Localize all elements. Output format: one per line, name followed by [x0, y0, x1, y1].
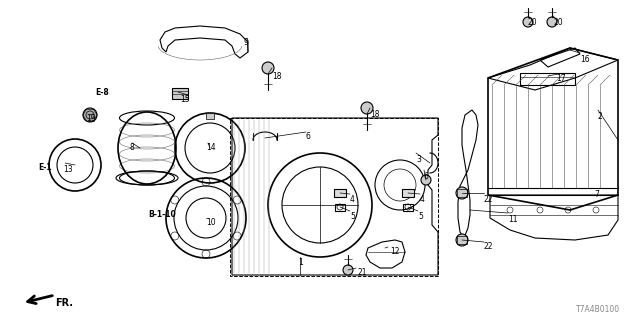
- Circle shape: [523, 17, 533, 27]
- Text: 6: 6: [305, 132, 310, 141]
- Text: 20: 20: [554, 18, 564, 27]
- Text: 22: 22: [484, 242, 493, 251]
- Text: 17: 17: [556, 74, 566, 83]
- Text: 7: 7: [594, 190, 599, 199]
- Bar: [402, 189, 414, 197]
- Text: 6: 6: [424, 172, 429, 181]
- Text: 14: 14: [206, 143, 216, 152]
- Circle shape: [83, 108, 97, 122]
- Bar: [335, 204, 345, 211]
- Bar: [206, 113, 214, 119]
- Bar: [172, 88, 188, 99]
- Text: 18: 18: [370, 110, 380, 119]
- Text: 11: 11: [508, 215, 518, 224]
- Text: 5: 5: [418, 212, 423, 221]
- Text: 3: 3: [416, 155, 421, 164]
- Text: E-8: E-8: [95, 88, 109, 97]
- Bar: [457, 236, 467, 244]
- Text: 13: 13: [63, 165, 72, 174]
- Bar: [457, 189, 467, 197]
- Circle shape: [262, 62, 274, 74]
- Text: B-1-10: B-1-10: [148, 210, 176, 219]
- Text: 4: 4: [420, 195, 425, 204]
- Text: 18: 18: [272, 72, 282, 81]
- Text: E-1: E-1: [38, 163, 52, 172]
- Bar: [520, 73, 575, 85]
- Text: 22: 22: [484, 195, 493, 204]
- Circle shape: [456, 234, 468, 246]
- Circle shape: [547, 17, 557, 27]
- Text: 8: 8: [130, 143, 135, 152]
- Text: 9: 9: [244, 38, 249, 47]
- Bar: [334, 189, 346, 197]
- Text: 2: 2: [598, 112, 603, 121]
- Text: 15: 15: [180, 95, 189, 104]
- Bar: [230, 118, 438, 276]
- Text: 10: 10: [206, 218, 216, 227]
- Text: 1: 1: [298, 258, 303, 267]
- Text: FR.: FR.: [55, 298, 73, 308]
- Circle shape: [456, 187, 468, 199]
- Text: 12: 12: [390, 247, 399, 256]
- Text: T7A4B0100: T7A4B0100: [576, 305, 620, 314]
- Circle shape: [343, 265, 353, 275]
- Text: 4: 4: [350, 195, 355, 204]
- Bar: [403, 204, 413, 211]
- Text: 21: 21: [358, 268, 367, 277]
- Text: 16: 16: [580, 55, 589, 64]
- Text: 19: 19: [86, 114, 95, 123]
- Text: 5: 5: [350, 212, 355, 221]
- Circle shape: [421, 175, 431, 185]
- Circle shape: [361, 102, 373, 114]
- Text: 20: 20: [528, 18, 538, 27]
